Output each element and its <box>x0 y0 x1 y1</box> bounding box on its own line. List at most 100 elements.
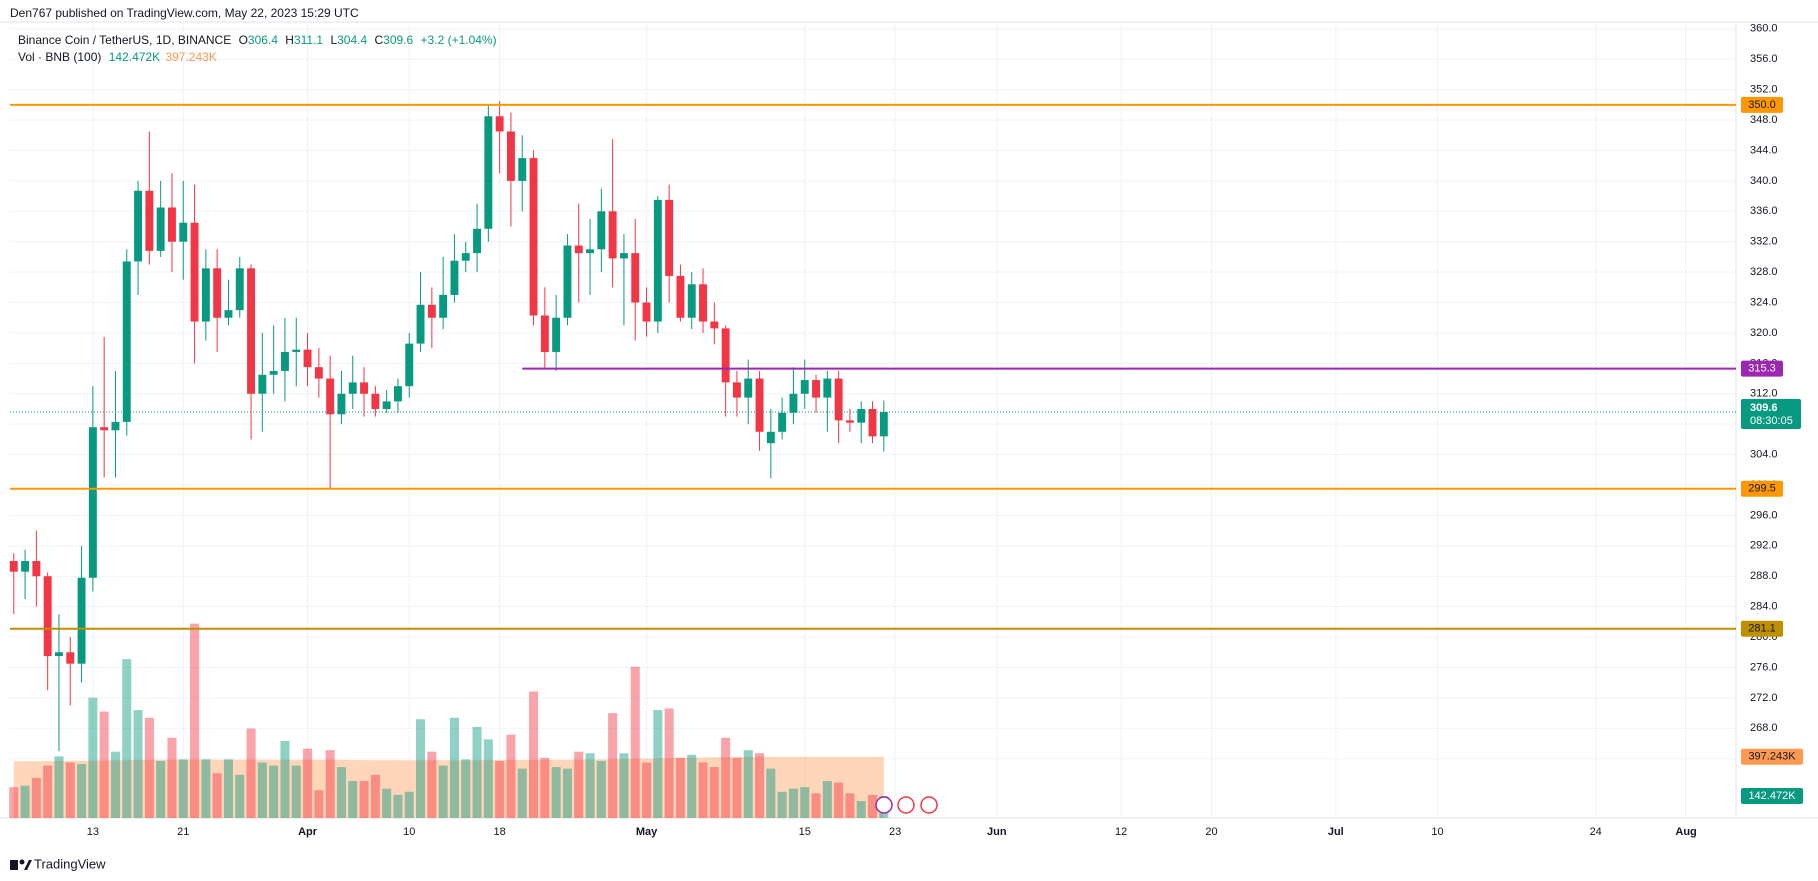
event-icon <box>897 796 915 814</box>
volume-bar <box>291 765 301 818</box>
candle-body <box>868 408 877 437</box>
volume-bar <box>246 728 256 818</box>
candle-body <box>574 245 583 254</box>
level-label-box <box>1741 96 1783 113</box>
volume-bar <box>269 765 279 818</box>
x-tick-label: May <box>636 826 658 838</box>
candle-body <box>789 393 798 413</box>
volume-bar <box>427 751 437 818</box>
high-value: 311.1 <box>294 33 323 47</box>
y-tick-label: 352.0 <box>1750 84 1778 96</box>
volume-bar <box>562 768 572 818</box>
volume-bar <box>325 750 335 818</box>
volume-label: 142.472K <box>1748 790 1796 802</box>
candle-body <box>552 317 561 352</box>
candle-body <box>529 158 538 316</box>
volume-bar <box>483 739 493 818</box>
candle-body <box>687 284 696 318</box>
y-tick-label: 296.0 <box>1750 509 1778 521</box>
candle-body <box>100 427 109 431</box>
volume-name: Vol · BNB (100) <box>18 50 101 64</box>
volume-bar <box>144 717 154 818</box>
volume-bar <box>122 659 132 818</box>
plot <box>9 101 1736 818</box>
candle-body <box>145 190 154 251</box>
volume-ma-box <box>1741 748 1803 765</box>
volume-bar <box>31 777 41 818</box>
volume-bar <box>212 773 222 818</box>
candle-body <box>405 343 414 387</box>
logo-mark <box>19 859 25 865</box>
candle-body <box>292 349 301 352</box>
axes: 264.0268.0272.0276.0280.0284.0288.0292.0… <box>87 23 1803 838</box>
volume-bar <box>99 711 109 818</box>
y-tick-label: 360.0 <box>1750 23 1778 35</box>
volume-ma-last: 397.243K <box>165 50 216 64</box>
volume-bar <box>314 790 324 818</box>
volume-bar <box>721 737 731 818</box>
x-tick-label: 13 <box>87 826 99 838</box>
candle-body <box>122 261 131 422</box>
x-tick-label: Aug <box>1675 826 1696 838</box>
volume-bar <box>811 793 821 818</box>
volume-bar <box>280 740 290 818</box>
candle-body <box>427 304 436 318</box>
y-tick-label: 312.0 <box>1750 388 1778 400</box>
candle-body <box>21 561 30 572</box>
candle-body <box>360 382 369 394</box>
candle-body <box>111 421 120 431</box>
candle-body <box>845 420 854 423</box>
volume-bar <box>517 768 527 818</box>
last-price-box <box>1741 399 1801 430</box>
close-value: 309.6 <box>383 33 413 47</box>
volume-bar <box>133 710 143 818</box>
x-tick-label: 10 <box>1431 826 1443 838</box>
y-tick-label: 284.0 <box>1750 601 1778 613</box>
candle-body <box>495 116 504 132</box>
candle-body <box>461 253 470 261</box>
volume-bar <box>43 765 53 818</box>
volume-bar <box>675 757 685 818</box>
symbol: Binance Coin / TetherUS, 1D, BINANCE <box>18 33 231 47</box>
x-tick-label: 12 <box>1115 826 1127 838</box>
candle-body <box>32 561 41 577</box>
candle-body <box>879 412 888 437</box>
volume-bar <box>630 666 640 818</box>
volume-bar <box>348 780 358 818</box>
candle-body <box>9 561 18 572</box>
volume-bar <box>303 748 313 818</box>
last-price-label: 309.6 <box>1750 402 1778 414</box>
x-tick-label: 15 <box>799 826 811 838</box>
volume-bar <box>856 801 866 818</box>
candle-body <box>676 275 685 318</box>
candle-body <box>473 228 482 254</box>
candle-body <box>179 222 188 242</box>
x-tick-label: 24 <box>1590 826 1602 838</box>
event-icon <box>920 796 938 814</box>
volume-bar <box>642 762 652 818</box>
volume-bar <box>800 787 810 818</box>
volume-bar <box>653 710 663 818</box>
candle-body <box>642 302 651 322</box>
x-tick-label: 23 <box>889 826 901 838</box>
change: +3.2 (+1.04%) <box>421 33 497 47</box>
volume-bar <box>732 757 742 818</box>
candle-body <box>382 401 391 409</box>
candle-body <box>857 408 866 423</box>
close-label: C <box>375 33 384 47</box>
footer-logo: TradingView <box>10 856 106 871</box>
level-label-box <box>1741 620 1783 637</box>
volume-bar <box>88 697 98 818</box>
candle-body <box>699 284 707 322</box>
volume-bar <box>167 737 177 818</box>
candle-body <box>450 260 459 295</box>
volume-bar <box>110 751 120 818</box>
candle-body <box>77 577 86 664</box>
volume-bar <box>449 717 459 818</box>
volume-bar <box>596 760 606 818</box>
volume-last: 142.472K <box>109 50 160 64</box>
volume-bar <box>201 759 211 818</box>
candle-body <box>201 268 210 322</box>
volume-bar <box>54 756 64 818</box>
candle-body <box>66 652 75 664</box>
